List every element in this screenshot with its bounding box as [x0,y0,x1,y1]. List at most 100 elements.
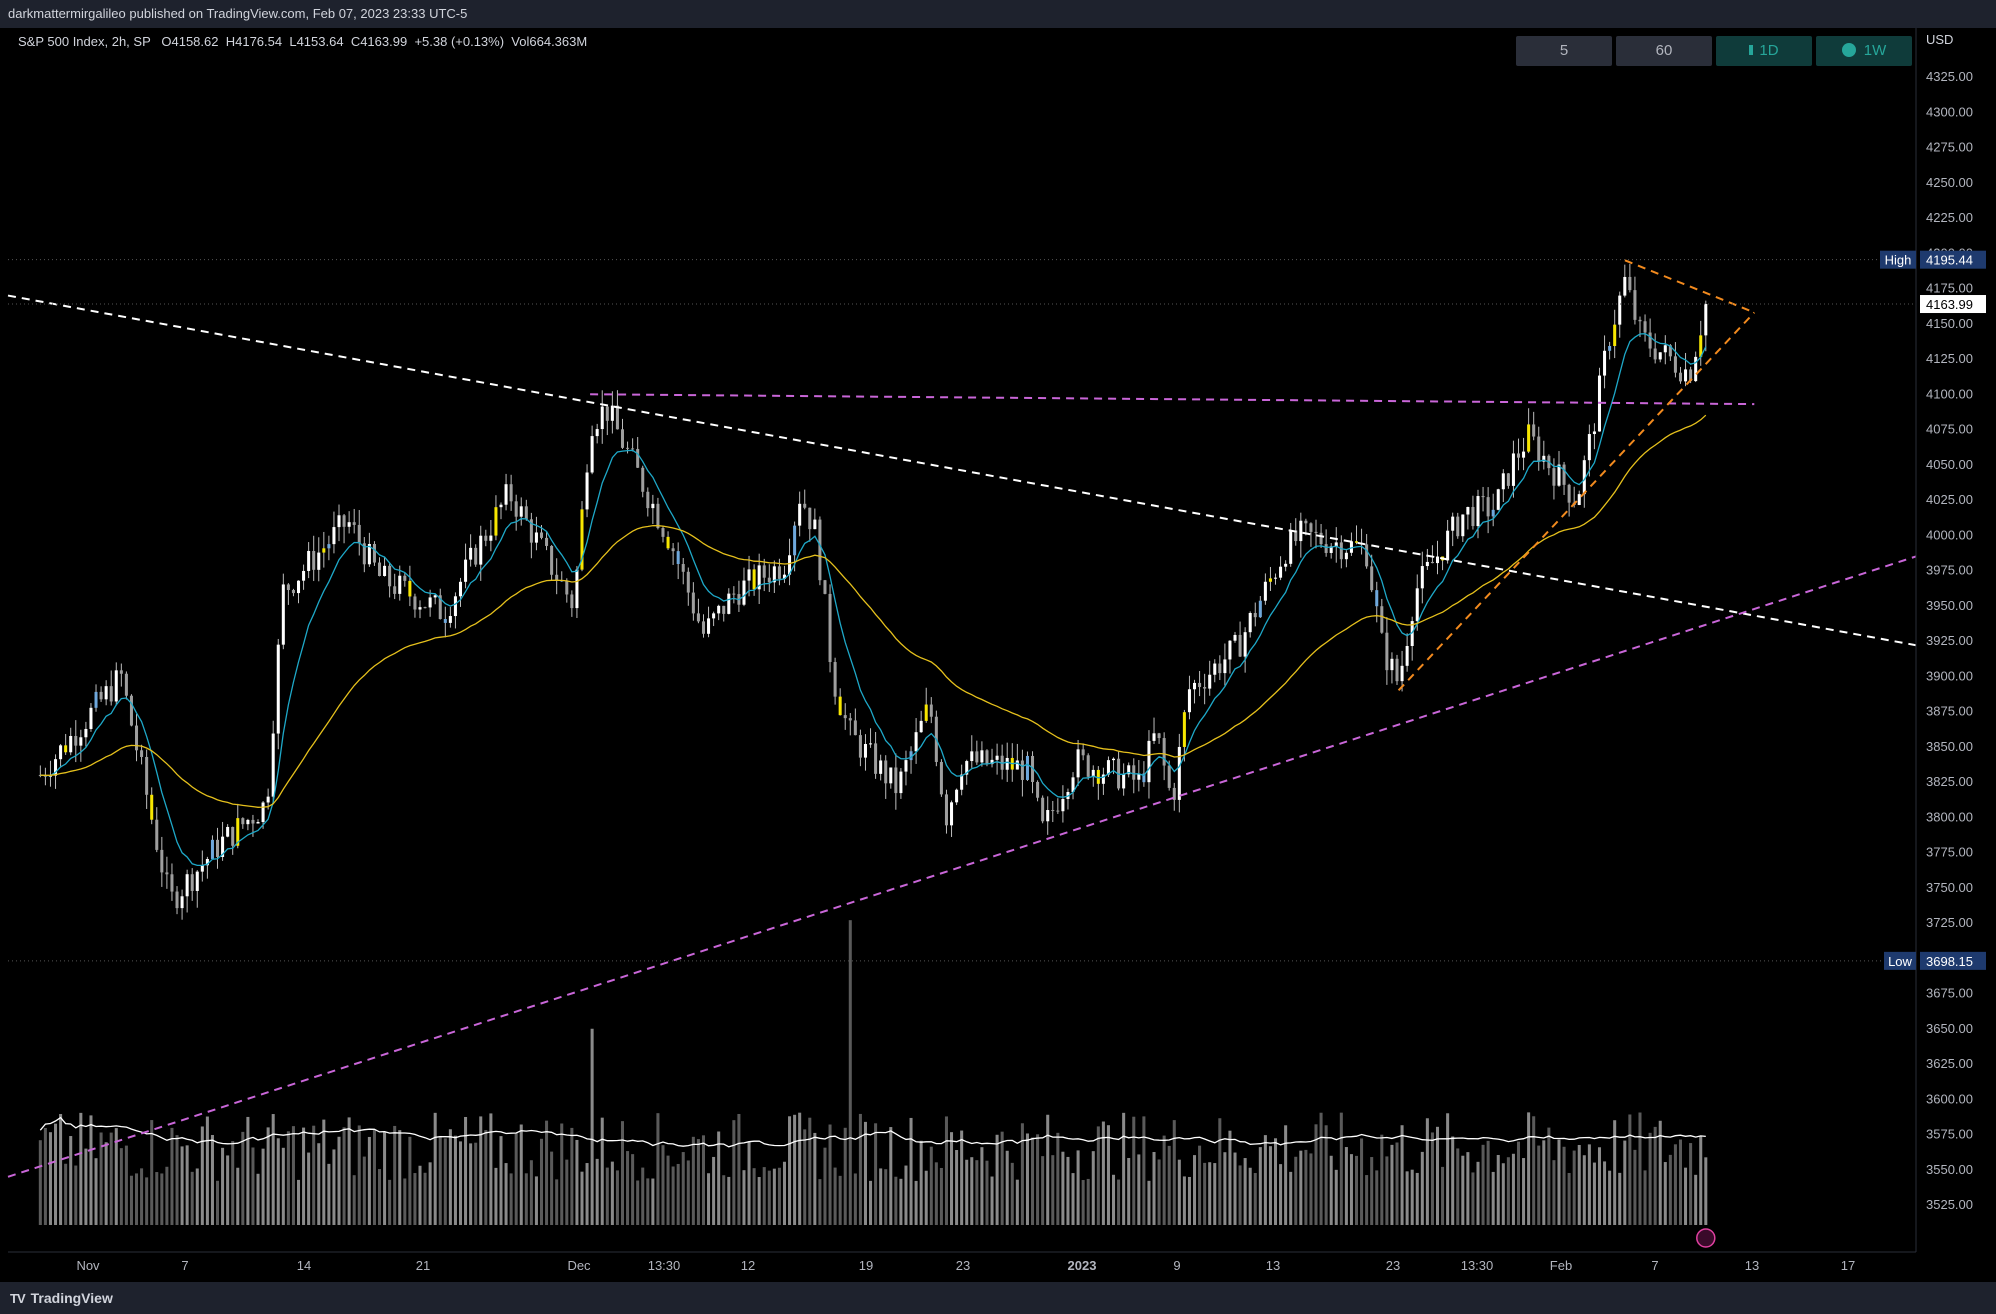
candle-body [246,819,250,825]
candle-body [1147,740,1151,783]
volume-bar [1405,1171,1409,1225]
candle-body [605,406,609,421]
tradingview-logo[interactable]: TV TradingView [10,1290,113,1306]
timeframe-1w-button[interactable]: 1W [1816,36,1912,66]
price-tick-label: 3675.00 [1926,986,1973,1001]
candle-body [666,536,670,549]
candle-body [1694,356,1698,382]
volume-bar [798,1112,802,1225]
volume-bar [1025,1133,1029,1225]
candle-body [494,507,498,536]
candle-body [74,735,78,746]
candle-body [1132,765,1136,780]
candle-body [519,506,523,517]
volume-bar [722,1175,726,1225]
volume-bar [600,1117,604,1225]
candle-body [1643,321,1647,333]
candle-body [828,593,832,663]
volume-bar [691,1136,695,1225]
volume-bar [231,1141,235,1225]
time-tick-label: 7 [1651,1258,1658,1273]
trendline[interactable] [7,555,1917,1178]
candle-body [469,547,473,560]
candle-body [1243,632,1247,657]
alert-icon[interactable] [1696,1228,1716,1248]
candle-body [676,551,680,565]
volume-bar [1015,1179,1019,1225]
candle-body [727,593,731,614]
candle-body [590,436,594,473]
volume-bar [393,1125,397,1225]
candle-body [489,535,493,541]
volume-bar [1309,1153,1313,1225]
candle-body [585,472,589,510]
timeframe-1d-button[interactable]: 1D [1716,36,1812,66]
candle-body [615,405,619,430]
candle-body [1623,276,1627,296]
volume-bar [550,1151,554,1225]
candle-body [1425,561,1429,567]
volume-bar [1516,1141,1521,1225]
trendline[interactable] [7,294,1917,647]
low-value-tag [1920,951,1986,970]
candle-body [833,662,837,697]
volume-bar [1425,1118,1429,1225]
candle-body [312,550,316,570]
candle-body [1567,484,1571,503]
candle-body [342,515,346,527]
close-label: C [350,34,361,49]
volume-bar [539,1138,544,1225]
volume-bar [1365,1175,1369,1225]
tradingview-mark-icon: TV [10,1291,26,1306]
volume-bar [671,1166,675,1225]
volume-bar [1258,1147,1262,1225]
symbol-label[interactable]: S&P 500 Index, 2h, SP [18,34,151,49]
chart-area[interactable] [8,28,1916,1252]
volume-bar [924,1170,928,1225]
currency-label[interactable]: USD [1926,32,1954,47]
volume-bar [1522,1158,1526,1225]
candle-body [1516,453,1521,458]
volume-bar [1410,1169,1414,1225]
volume-bar [327,1163,331,1225]
candle-body [377,562,382,577]
volume-bar [1699,1136,1703,1225]
candle-body [717,605,721,614]
candle-body [438,595,442,620]
trendline[interactable] [590,393,1755,406]
trendline[interactable] [1624,259,1755,314]
trendline[interactable] [1397,311,1756,692]
candle-body [231,826,235,846]
volume-bar [155,1172,159,1225]
candle-body [458,581,463,597]
candle-body [1056,810,1060,812]
candle-body [150,794,154,820]
volume-bar [469,1143,473,1225]
volume-bar [165,1166,169,1225]
timeframe-5-button[interactable]: 5 [1516,36,1612,66]
volume-bar [610,1161,614,1225]
volume-bar [555,1179,559,1225]
volume-bar [43,1127,47,1225]
volume-bar [1177,1159,1181,1225]
high-tag-label: High [1885,253,1912,268]
candle-body [195,871,199,891]
candle-body [145,756,149,795]
candle-body [965,761,969,775]
volume-bar [1051,1155,1055,1225]
timeframe-60-button[interactable]: 60 [1616,36,1712,66]
candle-body [929,704,933,717]
candle-body [383,565,387,577]
volume-bar [109,1132,113,1225]
candle-body [580,509,584,570]
volume-bar [1279,1164,1283,1225]
candle-body [448,616,452,623]
volume-bar [965,1159,969,1225]
candle-body [1542,455,1546,462]
candle-body [352,522,356,525]
candle-body [1248,613,1252,633]
volume-bar [1005,1150,1009,1225]
candle-body [1223,659,1227,674]
volume-bar [1162,1135,1166,1225]
